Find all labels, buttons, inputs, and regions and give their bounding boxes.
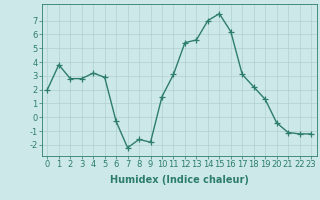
- X-axis label: Humidex (Indice chaleur): Humidex (Indice chaleur): [110, 175, 249, 185]
